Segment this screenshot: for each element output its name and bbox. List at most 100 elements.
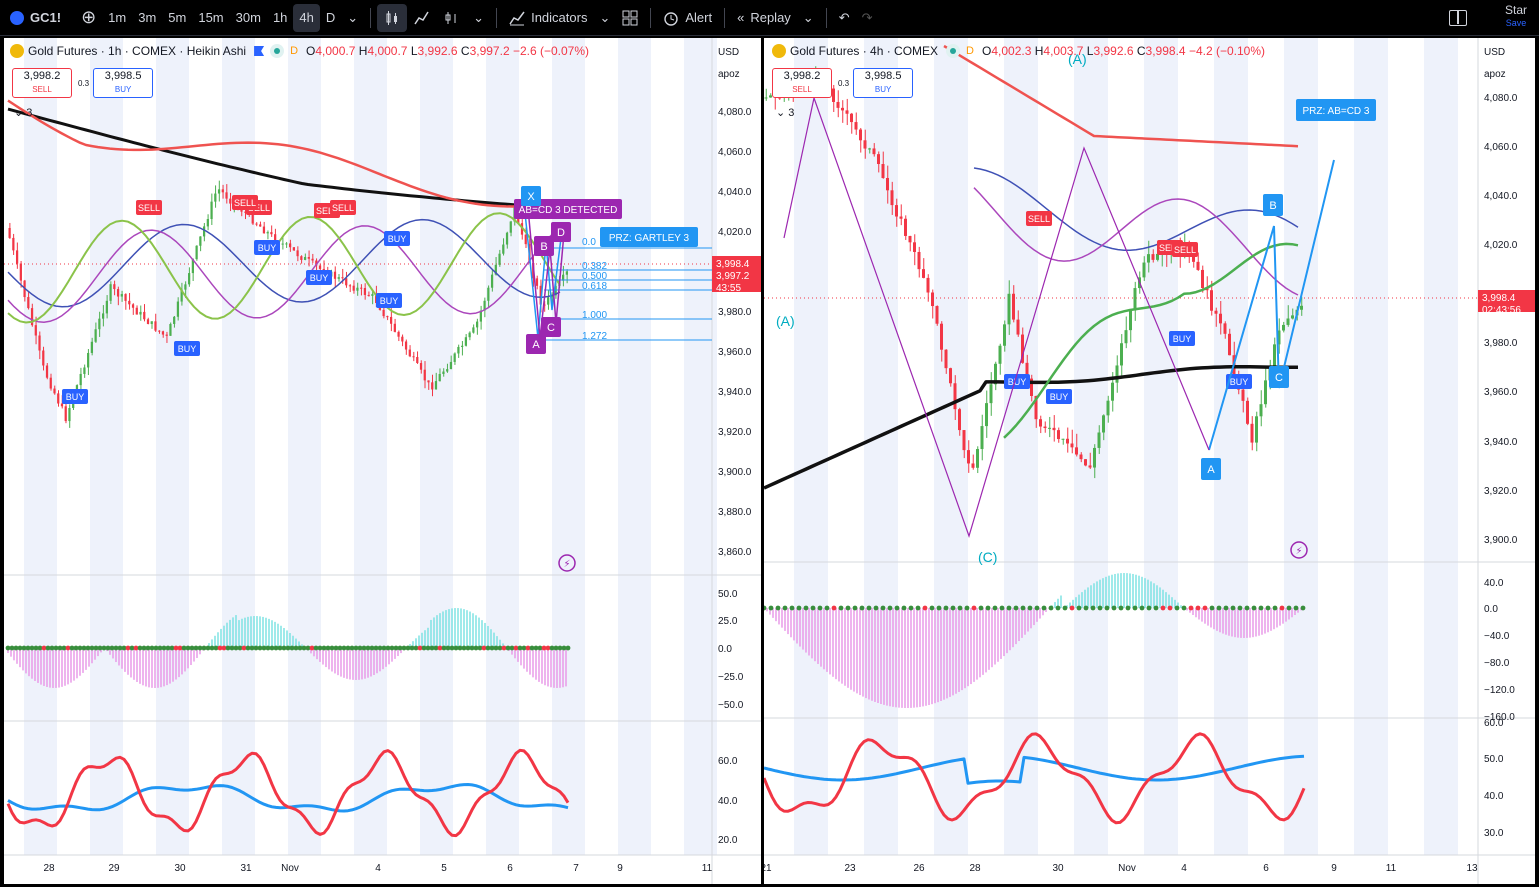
candle-body bbox=[389, 316, 393, 324]
interval-3m[interactable]: 3m bbox=[138, 10, 157, 25]
fib-level-label: 0.382 bbox=[582, 261, 607, 272]
compare-symbol-button[interactable]: ⊕ bbox=[81, 7, 97, 27]
layout-split-icon[interactable] bbox=[1449, 10, 1467, 26]
candle-body bbox=[1025, 362, 1029, 379]
interval-1h[interactable]: 1h bbox=[272, 10, 288, 25]
osc-zero-dot bbox=[501, 645, 507, 651]
candle-body bbox=[102, 313, 105, 319]
right-buy-button[interactable]: 3,998.5 BUY bbox=[853, 68, 914, 98]
signal-badge bbox=[384, 231, 410, 246]
pane-divider[interactable] bbox=[761, 38, 764, 884]
right-spread: 0.3 bbox=[838, 78, 850, 88]
symbol-search-button[interactable]: GC1! bbox=[0, 4, 75, 32]
candle-body bbox=[1052, 427, 1056, 431]
line-chart-type-icon[interactable] bbox=[407, 4, 437, 32]
candle-body bbox=[1246, 400, 1249, 424]
pattern-point-label: B bbox=[1269, 200, 1276, 212]
osc-zero-dot bbox=[97, 645, 103, 651]
signal-badge bbox=[1026, 211, 1052, 226]
right-buy-label: BUY bbox=[874, 85, 892, 94]
osc-zero-dot bbox=[1251, 605, 1257, 611]
indicators-label: Indicators bbox=[531, 10, 588, 25]
left-buy-button[interactable]: 3,998.5 BUY bbox=[93, 68, 154, 98]
wave-label-a: (A) bbox=[776, 313, 795, 329]
redo-icon[interactable]: ↷ bbox=[861, 9, 873, 25]
left-sell-button[interactable]: 3,998.2 SELL bbox=[12, 68, 72, 98]
price-tick-label: 3,980.0 bbox=[718, 307, 752, 318]
indicators-chevron-down-icon[interactable]: ⌄ bbox=[599, 9, 611, 25]
osc-zero-dot bbox=[894, 605, 900, 611]
candle-body bbox=[259, 224, 262, 227]
osc-zero-dot bbox=[978, 605, 984, 611]
osc-tick-label: −25.0 bbox=[718, 672, 744, 683]
interval-D[interactable]: D bbox=[325, 10, 336, 25]
osc-tick-label: −120.0 bbox=[1484, 685, 1515, 696]
candle-body bbox=[958, 409, 961, 431]
candle-body bbox=[244, 211, 247, 213]
flag-icon[interactable] bbox=[254, 46, 265, 56]
osc-zero-dot bbox=[985, 605, 991, 611]
right-indicators-toggle[interactable]: ⌄ 3 bbox=[776, 107, 795, 119]
osc-zero-dot bbox=[65, 645, 71, 651]
right-currency-label[interactable]: USD bbox=[1484, 47, 1506, 58]
candle-body bbox=[1196, 261, 1200, 270]
osc-zero-dot bbox=[437, 645, 443, 651]
left-chart-canvas[interactable]: 4,080.0 4,060.0 4,040.0 4,020.0 3,980.0 3,960… bbox=[4, 38, 761, 884]
last-price-badge bbox=[1478, 290, 1535, 312]
gold-coin-icon bbox=[772, 44, 786, 58]
templates-grid-icon[interactable] bbox=[616, 4, 644, 32]
candle-body bbox=[494, 264, 497, 275]
session-shading bbox=[864, 38, 898, 855]
interval-15m[interactable]: 15m bbox=[198, 10, 224, 25]
candle-body bbox=[1034, 395, 1038, 420]
left-trade-buttons: 3,998.2 SELL 0.3 3,998.5 BUY bbox=[12, 68, 154, 98]
interval-5m[interactable]: 5m bbox=[168, 10, 187, 25]
osc-zero-dot bbox=[971, 605, 977, 611]
candle-body bbox=[289, 243, 292, 248]
candle-body bbox=[42, 350, 45, 366]
interval-dropdown-chevron-down-icon[interactable]: ⌄ bbox=[347, 9, 359, 25]
left-chart-pane[interactable]: 4,080.0 4,060.0 4,040.0 4,020.0 3,980.0 3,960… bbox=[4, 38, 761, 884]
left-indicators-toggle[interactable]: ⌄ 3 bbox=[14, 107, 33, 119]
indicators-button[interactable]: Indicators bbox=[503, 4, 593, 32]
candle-body bbox=[217, 189, 221, 194]
interval-1m[interactable]: 1m bbox=[108, 10, 127, 25]
interval-4h[interactable]: 4h bbox=[293, 3, 320, 32]
candle-body bbox=[146, 319, 150, 324]
interval-30m[interactable]: 30m bbox=[235, 10, 261, 25]
signal-badge bbox=[1169, 331, 1195, 346]
replay-button[interactable]: « Replay bbox=[731, 4, 797, 32]
price-tick-label: 3,940.0 bbox=[718, 387, 752, 398]
osc-zero-dot bbox=[149, 645, 155, 651]
candle-body bbox=[908, 235, 912, 243]
pattern-point-label: B bbox=[540, 241, 547, 253]
osc-zero-dot bbox=[1237, 605, 1243, 611]
session-shading bbox=[1354, 38, 1388, 855]
right-sell-button[interactable]: 3,998.2 SELL bbox=[772, 68, 832, 98]
replay-chevron-down-icon[interactable]: ⌄ bbox=[802, 9, 814, 25]
left-scale-label[interactable]: apoz bbox=[718, 69, 740, 80]
star-save-button[interactable]: Star Save bbox=[1505, 4, 1527, 30]
osc-zero-dot bbox=[1209, 605, 1215, 611]
pattern-point-badge bbox=[526, 334, 546, 354]
osc-zero-dot bbox=[465, 645, 471, 651]
price-tick-label: 4,020.0 bbox=[718, 227, 752, 238]
rsi-tick-label: 60.0 bbox=[1484, 718, 1504, 729]
right-chart-pane[interactable]: 4,080.0 4,060.0 4,040.0 4,020.0 3,980.0 3,960… bbox=[764, 38, 1535, 884]
undo-icon[interactable]: ↶ bbox=[838, 9, 850, 25]
left-currency-label[interactable]: USD bbox=[718, 47, 740, 58]
candle-body bbox=[1241, 389, 1245, 401]
osc-zero-dot bbox=[125, 645, 131, 651]
alert-button[interactable]: Alert bbox=[657, 4, 718, 32]
osc-zero-dot bbox=[233, 645, 239, 651]
candle-body bbox=[139, 311, 142, 315]
right-scale-label[interactable]: apoz bbox=[1484, 69, 1506, 80]
osc-zero-dot bbox=[377, 645, 383, 651]
osc-zero-dot bbox=[1293, 605, 1299, 611]
candles-chart-type-icon[interactable] bbox=[377, 3, 408, 32]
chart-type-chevron-down-icon[interactable]: ⌄ bbox=[473, 9, 485, 25]
right-chart-canvas[interactable]: 4,080.0 4,060.0 4,040.0 4,020.0 3,980.0 3,960… bbox=[764, 38, 1535, 884]
ma-green-line bbox=[1003, 242, 1299, 439]
bars-chart-type-icon[interactable] bbox=[437, 4, 467, 32]
osc-zero-dot bbox=[489, 645, 495, 651]
